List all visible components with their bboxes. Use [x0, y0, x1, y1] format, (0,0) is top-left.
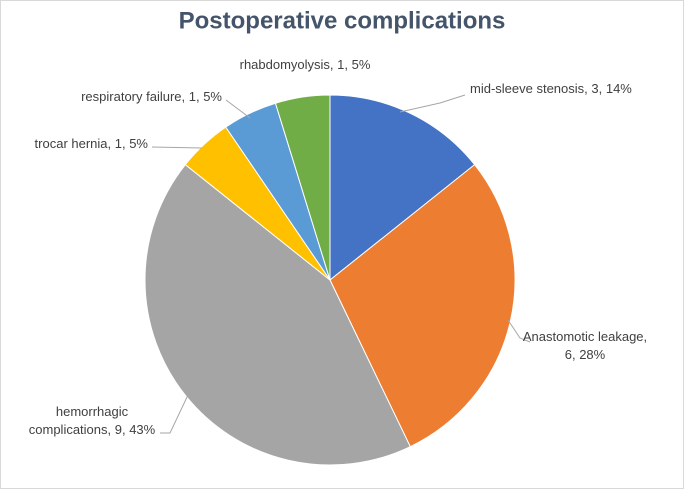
data-label: Anastomotic leakage, 6, 28%: [523, 329, 647, 362]
data-label: trocar hernia, 1, 5%: [35, 136, 149, 151]
pie-slice: [329, 94, 476, 282]
leader-line: [151, 146, 203, 149]
leader-line: [225, 99, 251, 119]
pie-slice: [144, 163, 411, 466]
pie-slice: [274, 94, 331, 281]
data-label: rhabdomyolysis, 1, 5%: [240, 57, 371, 72]
data-label: hemorrhagic complications, 9, 43%: [29, 404, 156, 437]
leader-line: [160, 394, 189, 434]
leader-line: [507, 319, 531, 343]
data-label: respiratory failure, 1, 5%: [81, 89, 222, 104]
pie-slice: [329, 163, 516, 448]
leader-line: [399, 94, 466, 113]
chart-title: Postoperative complications: [179, 7, 506, 34]
data-label: mid-sleeve stenosis, 3, 14%: [470, 81, 632, 96]
